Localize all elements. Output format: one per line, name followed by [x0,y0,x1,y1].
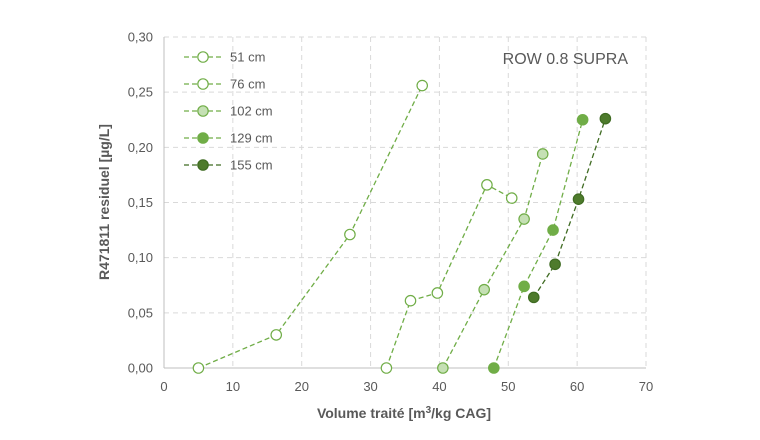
y-tick-label: 0,30 [128,30,153,45]
legend-entry: 51 cm [184,50,265,65]
data-point [488,362,500,374]
x-axis-title-end: /kg CAG] [431,405,491,421]
y-tick-labels: 0,00 0,05 0,10 0,15 0,20 0,25 0,30 [128,30,153,376]
legend-label: 129 cm [230,131,273,146]
series-0 [192,79,429,374]
data-point [478,283,490,296]
legend-marker [197,78,209,90]
y-tick-label: 0,00 [128,361,153,376]
series-3 [488,113,589,374]
legend-marker [197,132,209,144]
legend-entry: 129 cm [184,131,273,146]
data-point [527,291,540,304]
series-4 [527,112,612,304]
legend-marker [197,105,209,117]
y-tick-label: 0,20 [128,140,153,155]
data-point [572,193,585,205]
data-point [481,179,493,191]
y-tick-label: 0,10 [128,250,153,265]
legend-marker [197,51,209,63]
data-point [270,329,283,341]
x-axis-title: Volume traité [m3/kg CAG] [317,405,491,421]
y-axis-title: R471811 residuel [µg/L] [96,124,112,280]
legend-entry: 155 cm [184,158,273,173]
series-line [493,119,584,369]
x-tick-label: 40 [432,379,446,394]
data-point [599,112,612,125]
x-tick-label: 10 [226,379,240,394]
data-point [404,294,417,307]
x-tick-label: 70 [639,379,653,394]
legend-entry: 102 cm [184,104,273,119]
series-line [385,183,513,369]
x-axis-title-main: Volume traité [m [317,405,426,421]
data-point [536,148,549,160]
data-point [576,113,589,126]
series-1 [380,179,518,374]
data-point [416,79,429,92]
data-point [431,287,444,299]
data-point [380,362,393,374]
series-line [533,118,607,298]
y-tick-label: 0,15 [128,195,153,210]
legend-label: 155 cm [230,158,273,173]
data-point [547,224,559,236]
x-tick-label: 20 [294,379,308,394]
x-axis-title-superscript: 3 [426,405,432,416]
data-point [505,192,518,204]
legend-label: 51 cm [230,50,265,65]
legend-label: 102 cm [230,104,273,119]
data-point [518,280,530,293]
data-point [549,258,561,271]
series-line [198,85,423,369]
x-tick-label: 30 [363,379,377,394]
data-point [437,362,449,374]
x-tick-label: 0 [160,379,167,394]
chart-annotation: ROW 0.8 SUPRA [503,51,629,68]
legend-label: 76 cm [230,77,265,92]
y-tick-label: 0,05 [128,305,153,320]
data-point [192,362,205,374]
legend-marker [197,159,209,171]
data-point [518,213,530,225]
series-group [192,79,612,374]
x-tick-label: 60 [570,379,584,394]
legend-entry: 76 cm [184,77,265,92]
x-tick-label: 50 [501,379,515,394]
legend: 51 cm 76 cm 102 cm 129 cm 155 cm [184,50,273,173]
series-line [442,153,544,369]
x-tick-labels: 0 10 20 30 40 50 60 70 [160,379,653,394]
series-2 [437,148,549,374]
axes [163,37,646,369]
y-tick-label: 0,25 [128,85,153,100]
data-point [344,228,356,241]
